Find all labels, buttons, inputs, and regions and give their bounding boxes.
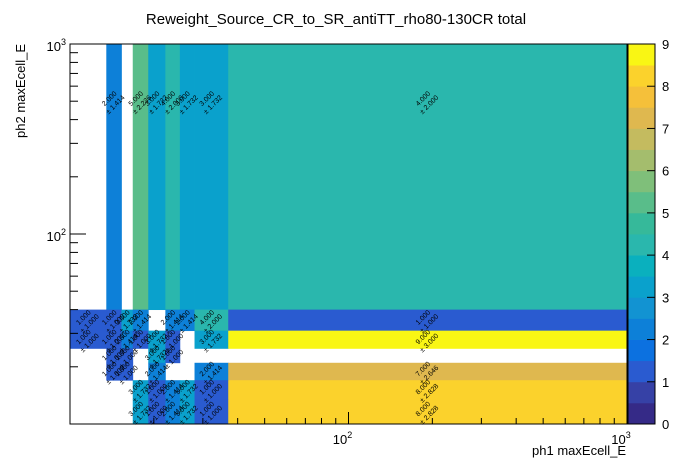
colorbar-swatch	[628, 318, 655, 340]
heatmap-cell	[132, 309, 149, 332]
colorbar-frame	[627, 43, 656, 425]
heatmap-cell	[194, 380, 229, 400]
heatmap-cell	[165, 309, 181, 332]
heatmap-cell	[148, 330, 166, 349]
colorbar-swatch	[628, 360, 655, 383]
colorbar-swatch	[628, 170, 655, 193]
colorbar-swatch	[628, 128, 655, 150]
colorbar-tick-label: 0	[662, 417, 669, 432]
heatmap-cell	[106, 44, 122, 311]
heatmap-cell	[106, 330, 122, 349]
heatmap-cell	[179, 380, 195, 400]
colorbar-tick-label: 9	[662, 37, 669, 52]
heatmap-cell	[70, 309, 107, 332]
heatmap-cell	[228, 330, 628, 349]
heatmap-cell	[132, 44, 149, 311]
heatmap-cell	[106, 309, 122, 332]
heatmap-cell	[132, 380, 149, 400]
colorbar-tick-label: 2	[662, 333, 669, 348]
heatmap-cell	[121, 330, 134, 349]
heatmap-cell	[228, 309, 628, 332]
heatmap-cell	[132, 399, 149, 425]
colorbar-swatch	[628, 107, 655, 129]
chart-title: Reweight_Source_CR_to_SR_antiTT_rho80-13…	[146, 11, 526, 28]
heatmap-cells	[70, 44, 628, 425]
heatmap-cell	[228, 44, 628, 311]
heatmap-cell	[194, 399, 229, 425]
colorbar: 0 1 2 3 4 5 6 7 8 9	[627, 37, 669, 432]
heatmap-cell	[148, 380, 166, 400]
colorbar-swatch	[628, 86, 655, 108]
colorbar-tick-label: 3	[662, 290, 669, 305]
colorbar-tick-label: 6	[662, 164, 669, 179]
heatmap-cell	[148, 362, 166, 381]
colorbar-swatch	[628, 402, 655, 425]
colorbar-swatch	[628, 212, 655, 235]
heatmap-cell	[70, 330, 107, 349]
x-axis-label: ph1 maxEcell_E	[532, 443, 626, 458]
heatmap-cell	[165, 399, 181, 425]
heatmap-cell	[165, 44, 181, 311]
heatmap-cell	[179, 399, 195, 425]
heatmap-cell	[165, 330, 181, 349]
colorbar-tick-label: 7	[662, 121, 669, 136]
colorbar-tick-label: 5	[662, 206, 669, 221]
colorbar-tick-label: 4	[662, 248, 669, 263]
colorbar-swatch	[628, 191, 655, 214]
colorbar-swatch	[628, 65, 655, 87]
heatmap-cell	[121, 362, 134, 381]
heatmap-cell	[148, 44, 166, 311]
heatmap-cell	[179, 44, 195, 311]
colorbar-swatch	[628, 149, 655, 172]
y-axis-label: ph2 maxEcell_E	[13, 44, 28, 138]
heatmap-cell	[121, 348, 134, 364]
heatmap-cell	[148, 348, 166, 364]
heatmap-cell	[132, 330, 149, 349]
heatmap-cell	[179, 309, 195, 332]
heatmap-cell	[194, 44, 229, 311]
heatmap-cell	[165, 348, 181, 364]
colorbar-tick-label: 1	[662, 375, 669, 390]
heatmap-cell	[165, 380, 181, 400]
heatmap-cell	[194, 330, 229, 349]
colorbar-tick-label: 8	[662, 79, 669, 94]
colorbar-swatch	[628, 234, 655, 256]
heatmap-cell	[228, 399, 628, 425]
colorbar-swatch	[628, 381, 655, 404]
colorbar-swatch	[628, 339, 655, 362]
colorbar-swatch	[628, 297, 655, 319]
colorbar-swatch	[628, 276, 655, 298]
heatmap-cell	[148, 399, 166, 425]
heatmap-cell	[228, 380, 628, 400]
heatmap-cell	[194, 309, 229, 332]
heatmap-cell	[121, 309, 134, 332]
heatmap-cell	[194, 362, 229, 381]
heatmap-cell	[106, 348, 122, 364]
heatmap-cell	[106, 362, 122, 381]
heatmap-cell	[228, 362, 628, 381]
colorbar-swatch	[628, 44, 655, 66]
colorbar-swatch	[628, 255, 655, 277]
